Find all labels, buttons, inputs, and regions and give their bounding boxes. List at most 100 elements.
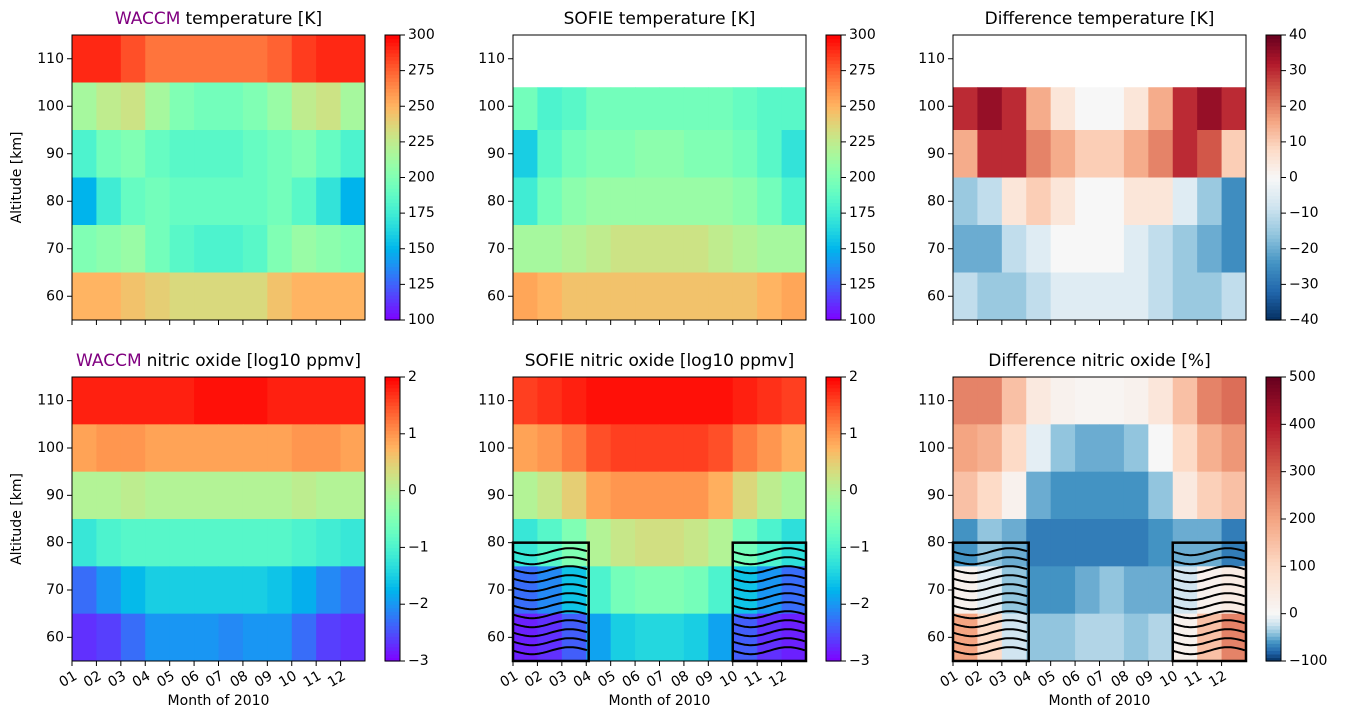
colorbar-segment	[826, 124, 841, 129]
heatmap-cell	[1001, 87, 1027, 131]
y-tick-label: 70	[927, 241, 945, 257]
colorbar-segment	[1266, 419, 1281, 424]
colorbar-segment	[385, 198, 400, 204]
colorbar-segment	[385, 412, 400, 417]
heatmap-cell	[169, 471, 195, 520]
heatmap-cell	[96, 424, 122, 473]
colorbar-segment	[826, 391, 841, 396]
heatmap-cell	[732, 177, 758, 226]
heatmap-cell	[683, 177, 709, 226]
colorbar-segment	[385, 511, 400, 517]
colorbar-segment	[385, 394, 400, 399]
heatmap-cell	[757, 225, 783, 273]
colorbar-segment	[826, 81, 841, 86]
colorbar-segment	[385, 273, 400, 278]
colorbar-segment	[826, 149, 841, 154]
heatmap-cell	[683, 130, 709, 178]
heatmap-cell	[1123, 566, 1149, 615]
colorbar-segment	[1266, 173, 1281, 179]
heatmap-cell	[1221, 377, 1247, 425]
y-tick-label: 80	[46, 193, 64, 209]
colorbar-segment	[385, 92, 400, 97]
x-tick-label: 11	[301, 668, 324, 691]
colorbar-segment	[385, 56, 400, 61]
colorbar-segment	[385, 99, 400, 104]
heatmap-cell	[635, 130, 660, 178]
colorbar-segment	[385, 156, 400, 161]
colorbar-segment	[385, 252, 400, 257]
heatmap-cell	[683, 424, 709, 473]
colorbar-segment	[385, 195, 400, 200]
colorbar-segment	[826, 59, 841, 65]
heatmap-cell	[610, 87, 636, 131]
colorbar-segment	[826, 494, 841, 499]
heatmap-cell	[96, 272, 122, 321]
heatmap-cell	[708, 613, 734, 662]
heatmap-cell	[537, 272, 563, 321]
heatmap-cell	[120, 130, 146, 178]
heatmap-cell	[1026, 130, 1052, 178]
colorbar-tick-label: 225	[408, 134, 435, 150]
y-tick-label: 60	[927, 629, 945, 645]
colorbar-segment	[385, 408, 400, 414]
x-tick-label: 09	[1133, 668, 1156, 691]
colorbar-segment	[385, 465, 400, 470]
heatmap-cell	[659, 87, 685, 131]
colorbar-segment	[385, 152, 400, 157]
colorbar-segment	[1266, 657, 1281, 662]
heatmap-cell	[1148, 377, 1174, 425]
heatmap-cell	[291, 613, 317, 662]
colorbar-segment	[826, 515, 841, 520]
colorbar-segment	[826, 95, 841, 100]
heatmap-cell	[340, 272, 366, 321]
heatmap-cell	[72, 35, 97, 83]
heatmap-cell	[1050, 424, 1076, 473]
colorbar-tick-label: 300	[849, 27, 876, 43]
heatmap-cell	[218, 272, 244, 321]
heatmap-cell	[732, 130, 758, 178]
colorbar-segment	[826, 511, 841, 517]
heatmap-cell	[953, 424, 978, 473]
colorbar-segment	[1266, 273, 1281, 278]
colorbar-segment	[826, 575, 841, 580]
heatmap-cell	[242, 272, 268, 321]
heatmap-cell	[537, 87, 563, 131]
colorbar-segment	[385, 259, 400, 264]
heatmap-cell	[1221, 177, 1247, 226]
heatmap-cell	[1148, 225, 1174, 273]
colorbar-segment	[1266, 377, 1281, 382]
colorbar-segment	[1266, 127, 1281, 132]
x-tick-label: 07	[1084, 668, 1107, 691]
heatmap-cell	[757, 424, 783, 473]
colorbar-segment	[1266, 298, 1281, 303]
colorbar-segment	[1266, 181, 1281, 186]
colorbar-segment	[1266, 472, 1281, 477]
colorbar-segment	[1266, 270, 1281, 275]
heatmap-cell	[194, 177, 219, 226]
colorbar-segment	[826, 632, 841, 637]
colorbar-segment	[826, 113, 841, 118]
heatmap-cell	[1026, 177, 1052, 226]
colorbar-segment	[385, 113, 400, 118]
colorbar-tick-label: 175	[408, 205, 435, 221]
colorbar-segment	[385, 70, 400, 75]
colorbar-segment	[826, 533, 841, 538]
colorbar-segment	[826, 287, 841, 293]
colorbar-segment	[826, 127, 841, 132]
heatmap-cell	[218, 177, 244, 226]
hatch-lines	[512, 547, 588, 656]
heatmap-cell	[145, 566, 171, 615]
colorbar-segment	[385, 245, 400, 250]
heatmap-cell	[537, 177, 563, 226]
heatmap-cell	[537, 130, 563, 178]
colorbar-segment	[826, 316, 841, 321]
colorbar-segment	[826, 109, 841, 114]
colorbar-segment	[385, 141, 400, 147]
colorbar-segment	[1266, 259, 1281, 264]
colorbar-segment	[826, 419, 841, 424]
colorbar-segment	[1266, 646, 1281, 651]
heatmap-cell	[169, 225, 195, 273]
x-tick-label: 06	[620, 668, 644, 691]
heatmap-cell	[96, 566, 122, 615]
colorbar-segment	[385, 173, 400, 179]
